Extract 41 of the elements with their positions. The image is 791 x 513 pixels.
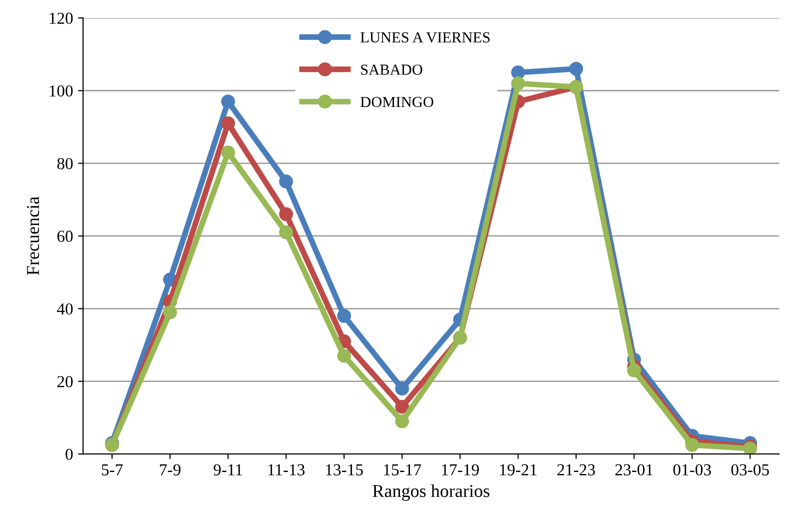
x-tick-label: 5-7 xyxy=(102,464,123,476)
point xyxy=(221,145,236,160)
y-tick-label: 100 xyxy=(50,85,73,97)
legend-label: LUNES A VIERNES xyxy=(360,32,490,43)
x-tick-label: 17-19 xyxy=(442,464,479,476)
x-tick-label: 11-13 xyxy=(268,464,305,476)
y-axis-title: Frecuencia xyxy=(26,196,40,276)
point xyxy=(279,225,294,240)
x-tick-label: 9-11 xyxy=(214,464,242,476)
x-tick-label: 23-01 xyxy=(615,464,653,476)
point xyxy=(569,62,584,76)
legend-label: DOMINGO xyxy=(360,96,434,108)
y-tick-label: 80 xyxy=(57,158,73,170)
x-tick-label: 03-05 xyxy=(731,464,769,476)
legend-label: SABADO xyxy=(361,64,422,75)
point xyxy=(511,76,526,90)
x-axis-title: Rangos horarios xyxy=(372,484,490,501)
point xyxy=(511,66,526,80)
point xyxy=(279,207,294,222)
y-tick-label: 20 xyxy=(57,376,73,388)
point xyxy=(395,414,410,428)
point xyxy=(163,305,178,320)
point xyxy=(279,174,294,188)
point xyxy=(685,438,700,452)
x-tick-label: 15-17 xyxy=(384,464,422,476)
point xyxy=(337,348,352,363)
point xyxy=(395,400,410,414)
point xyxy=(627,363,642,378)
y-tick-label: 40 xyxy=(56,303,73,315)
x-tick-label: 01-03 xyxy=(673,464,711,476)
point xyxy=(221,116,236,130)
point xyxy=(337,308,352,323)
x-tick-label: 7-9 xyxy=(160,464,180,476)
point xyxy=(395,382,410,396)
y-tick-label: 120 xyxy=(50,12,73,24)
x-tick-label: 21-23 xyxy=(557,464,595,476)
point xyxy=(221,94,236,108)
y-tick-label: 0 xyxy=(66,448,73,460)
x-tick-label: 19-21 xyxy=(500,464,537,476)
y-tick-label: 60 xyxy=(57,230,73,242)
x-tick-label: 13-15 xyxy=(326,464,363,476)
